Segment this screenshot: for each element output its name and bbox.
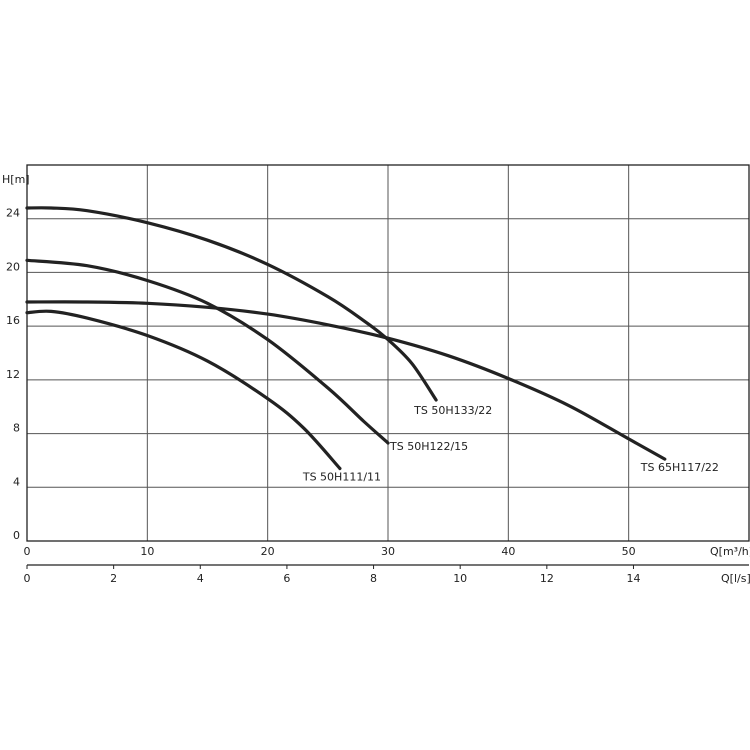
plot-border	[26, 164, 750, 542]
y-tick-label: 0	[13, 529, 20, 542]
pump-curve-1	[25, 206, 438, 402]
pump-curve-3	[25, 309, 342, 471]
grid-lines	[27, 165, 749, 541]
curve-label: TS 50H111/11	[302, 470, 381, 483]
plot-frame	[26, 164, 750, 542]
x2-tick-label: 12	[540, 572, 554, 585]
x-tick-label: 10	[140, 545, 154, 558]
y-tick-label: 4	[13, 475, 20, 488]
y-tick-label: 8	[13, 422, 20, 435]
curve-label: TS 50H122/15	[389, 440, 468, 453]
tick-labels: 0 4 8 12 16 20 24 0 10 20 30 40 50	[6, 207, 636, 558]
x2-tick-label: 6	[283, 572, 290, 585]
y-axis-label: H[m]	[2, 173, 30, 186]
x2-tick-label: 0	[24, 572, 31, 585]
x2-axis-label: Q[l/s]	[721, 572, 750, 585]
x2-tick-label: 4	[197, 572, 204, 585]
pump-curve-2	[25, 258, 390, 445]
curve-labels: TS 50H133/22 TS 50H122/15 TS 50H111/11 TS 6…	[302, 404, 719, 483]
y-tick-label: 16	[6, 314, 20, 327]
x2-tick-label: 14	[626, 572, 640, 585]
x-tick-label: 0	[24, 545, 31, 558]
pump-curves	[25, 206, 667, 471]
y-tick-label: 24	[6, 207, 20, 220]
curve-label: TS 50H133/22	[413, 404, 492, 417]
x-axis-label: Q[m³/h]	[710, 545, 750, 558]
x2-tick-label: 8	[370, 572, 377, 585]
x2-tick-label: 2	[110, 572, 117, 585]
pump-curve-4	[25, 300, 667, 461]
curve-label: TS 65H117/22	[640, 461, 719, 474]
x-tick-label: 50	[622, 545, 636, 558]
x-tick-label: 20	[261, 545, 275, 558]
y-tick-label: 12	[6, 368, 20, 381]
x-tick-label: 40	[501, 545, 515, 558]
secondary-x-axis: 0 2 4 6 8 10 12 14	[24, 564, 749, 585]
y-tick-label: 20	[6, 260, 20, 273]
x-tick-label: 30	[381, 545, 395, 558]
x2-tick-label: 10	[453, 572, 467, 585]
